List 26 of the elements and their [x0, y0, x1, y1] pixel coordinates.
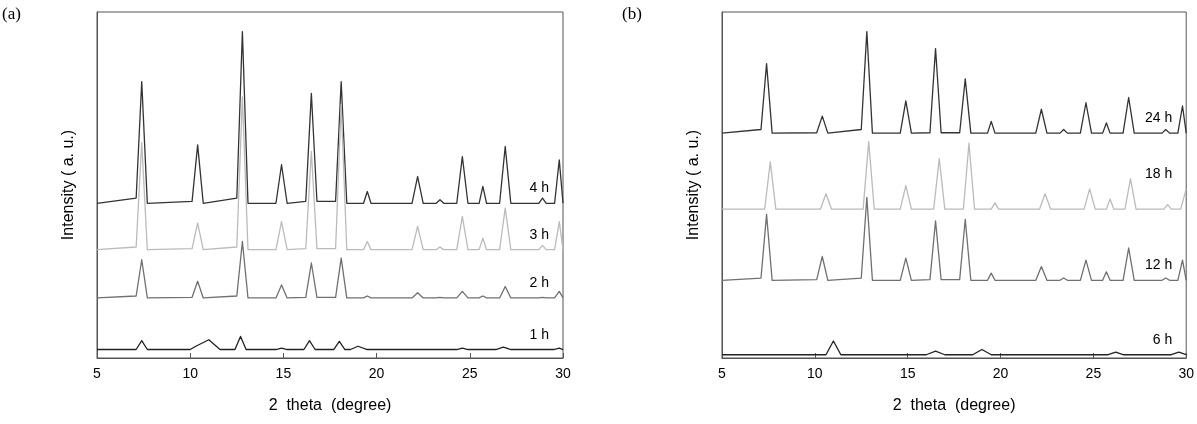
x-axis-title: 2 theta (degree) — [892, 395, 1016, 413]
series-label: 2 h — [529, 273, 549, 290]
series-label: 1 h — [529, 325, 549, 342]
x-tick-label: 10 — [807, 365, 823, 381]
y-axis-title: Intensity ( a. u.) — [58, 129, 76, 241]
x-tick-label: 15 — [275, 365, 292, 381]
series-label: 18 h — [1144, 164, 1173, 181]
series-label: 6 h — [1152, 330, 1173, 347]
x-tick-label: 20 — [992, 365, 1009, 381]
x-axis-title: 2 theta (degree) — [268, 395, 392, 413]
series-label: 24 h — [1144, 109, 1173, 126]
series-label: 12 h — [1144, 256, 1173, 273]
x-tick-label: 20 — [368, 365, 385, 381]
chart-title: (a) — [2, 4, 21, 24]
y-axis-title: Intensity ( a. u.) — [683, 129, 701, 241]
x-tick-label: 25 — [462, 365, 478, 381]
x-tick-label: 30 — [1178, 365, 1195, 381]
x-tick-label: 15 — [899, 365, 916, 381]
series-label: 4 h — [529, 179, 549, 196]
x-tick-label: 10 — [182, 365, 199, 381]
series-label: 3 h — [529, 225, 549, 242]
x-tick-label: 5 — [718, 365, 727, 381]
x-tick-label: 25 — [1085, 365, 1102, 381]
x-tick-label: 5 — [93, 365, 102, 381]
chart-title: (b) — [622, 4, 642, 24]
x-tick-label: 30 — [555, 365, 571, 381]
